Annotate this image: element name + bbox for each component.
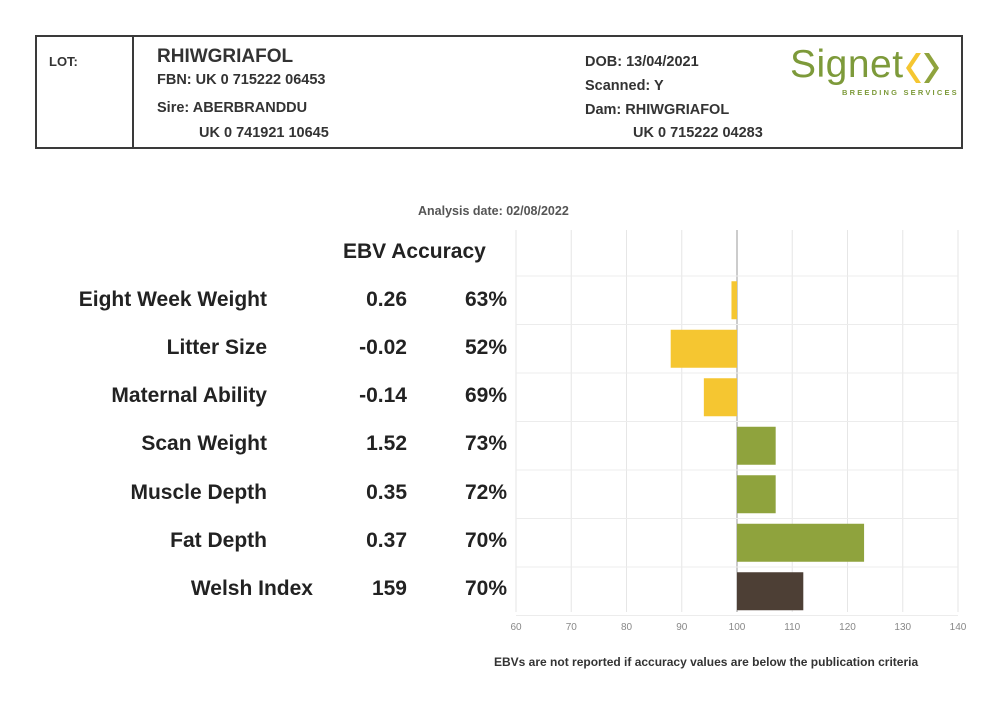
sire-name: Sire: ABERBRANDDU (157, 100, 308, 116)
accuracy-value: 70% (464, 529, 507, 552)
ebv-bar (737, 426, 776, 465)
x-tick-label: 130 (894, 622, 911, 633)
dam-name: Dam: RHIWGRIAFOL (585, 102, 730, 118)
x-tick-label: 100 (729, 622, 746, 633)
ebv-value: -0.14 (359, 384, 407, 407)
column-header: EBV Accuracy (343, 240, 486, 263)
trait-label: Maternal Ability (111, 384, 267, 407)
accuracy-value: 52% (464, 336, 507, 359)
logo-wordmark: Signet (790, 43, 904, 86)
x-tick-label: 110 (784, 622, 800, 633)
ebv-bar (737, 523, 865, 562)
trait-label: Fat Depth (170, 529, 267, 552)
accuracy-value: 73% (464, 432, 507, 455)
accuracy-value: 69% (464, 384, 507, 407)
date-of-birth: DOB: 13/04/2021 (585, 54, 699, 70)
header-divider (132, 37, 134, 147)
ebv-value: 159 (371, 577, 407, 600)
x-tick-label: 60 (510, 622, 522, 633)
accuracy-value: 72% (464, 481, 507, 504)
x-tick-label: 140 (950, 622, 967, 633)
trait-label: Scan Weight (141, 432, 267, 455)
footnote: EBVs are not reported if accuracy values… (494, 655, 919, 669)
ebv-bar (737, 572, 804, 611)
ebv-bar (731, 281, 737, 320)
logo-tagline: BREEDING SERVICES (842, 88, 959, 97)
trait-label: Muscle Depth (130, 481, 267, 504)
x-tick-label: 120 (839, 622, 856, 633)
dam-id: UK 0 715222 04283 (633, 125, 763, 141)
animal-header: LOT: RHIWGRIAFOL FBN: UK 0 715222 06453 … (35, 35, 963, 149)
accuracy-value: 63% (464, 288, 507, 311)
ebv-bar (670, 329, 737, 368)
sire-id: UK 0 741921 10645 (199, 125, 329, 141)
ebv-value: 0.35 (366, 481, 407, 504)
x-tick-label: 80 (621, 622, 633, 633)
accuracy-value: 70% (464, 577, 507, 600)
scanned-status: Scanned: Y (585, 78, 664, 94)
x-tick-label: 90 (676, 622, 688, 633)
ebv-bar (703, 378, 737, 417)
ebv-bar (737, 475, 776, 514)
x-tick-label: 70 (566, 622, 578, 633)
ebv-value: 0.37 (366, 529, 407, 552)
trait-label: Eight Week Weight (78, 288, 267, 311)
lot-label: LOT: (49, 54, 78, 69)
trait-label: Litter Size (166, 336, 267, 359)
animal-name: RHIWGRIAFOL (157, 46, 294, 67)
chart-svg: 60 70 80 90 100 110 120 130 140 (510, 230, 967, 633)
chevrons-icon (906, 53, 939, 83)
fbn-number: FBN: UK 0 715222 06453 (157, 72, 326, 88)
ebv-value: -0.02 (359, 336, 407, 359)
ebv-value: 0.26 (366, 288, 407, 311)
analysis-date: Analysis date: 02/08/2022 (418, 204, 569, 218)
trait-label: Welsh Index (190, 577, 313, 600)
signet-logo: Signet BREEDING SERVICES (790, 43, 957, 103)
ebv-value: 1.52 (366, 432, 407, 455)
ebv-bar-chart: 60 70 80 90 100 110 120 130 140 (500, 226, 980, 646)
